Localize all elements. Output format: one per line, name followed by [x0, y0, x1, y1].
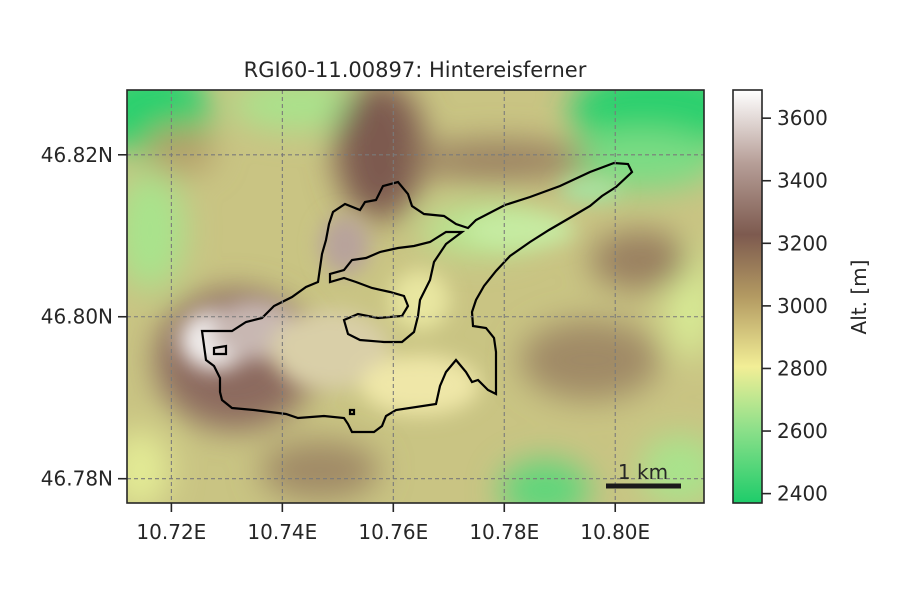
y-tick-label-0: 46.78N: [41, 467, 113, 491]
colorbar-ticks: 2400 2600 2800 3000 3200 3400 3600: [762, 106, 828, 506]
x-tick-label-2: 10.76E: [358, 520, 428, 544]
glacier-outline: [200, 161, 634, 434]
colorbar: 2400 2600 2800 3000 3200 3400 3600 Alt. [m]: [732, 89, 871, 506]
colorbar-label: Alt. [m]: [847, 260, 871, 335]
colorbar-tick-label-4: 3200: [777, 231, 828, 255]
glacier-outline-inner-lobe: [328, 230, 466, 344]
terrain-raster: [127, 90, 704, 503]
scale-bar: 1 km: [606, 460, 681, 489]
y-tick-label-1: 46.80N: [41, 305, 113, 329]
y-tick-label-2: 46.82N: [41, 143, 113, 167]
colorbar-tick-label-2: 2800: [777, 356, 828, 380]
colorbar-tick-label-6: 3600: [777, 106, 828, 130]
glacier-outline-main: [200, 161, 634, 434]
y-axis-ticks: 46.78N 46.80N 46.82N: [41, 143, 127, 491]
colorbar-gradient: [732, 89, 763, 504]
glacier-outline-speck: [348, 408, 356, 416]
x-tick-label-3: 10.78E: [469, 520, 539, 544]
colorbar-tick-label-0: 2400: [777, 482, 828, 506]
scale-bar-label: 1 km: [618, 460, 668, 484]
x-axis-ticks: 10.72E 10.74E 10.76E 10.78E 10.80E: [136, 503, 650, 544]
map-grid: [127, 90, 704, 503]
glacier-outline-nunatak: [212, 344, 228, 356]
x-tick-label-1: 10.74E: [247, 520, 317, 544]
plot-frame: [126, 89, 705, 504]
x-tick-label-4: 10.80E: [580, 520, 650, 544]
map-title: RGI60-11.00897: Hintereisferner: [244, 58, 587, 82]
colorbar-tick-label-5: 3400: [777, 169, 828, 193]
colorbar-tick-label-3: 3000: [777, 294, 828, 318]
x-tick-label-0: 10.72E: [136, 520, 206, 544]
colorbar-tick-label-1: 2600: [777, 419, 828, 443]
